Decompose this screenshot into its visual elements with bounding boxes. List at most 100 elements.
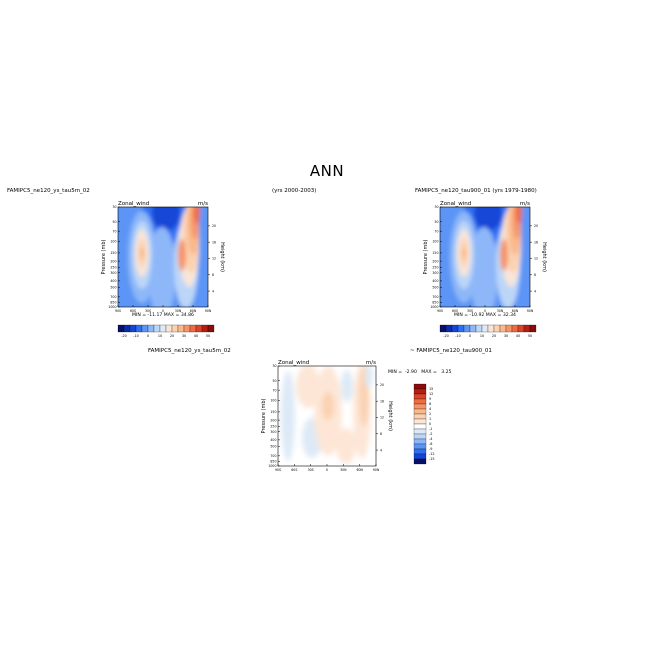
x-tick-label: 60S bbox=[130, 309, 136, 313]
colorbar-swatch bbox=[439, 324, 447, 333]
colorbar-swatch bbox=[475, 324, 483, 333]
y-axis-label: Pressure (mb) bbox=[423, 240, 429, 275]
colorbar-swatch bbox=[207, 324, 215, 333]
units-label: m/s bbox=[198, 201, 208, 207]
y-tick-label: 70 bbox=[434, 229, 438, 233]
y-tick-label: 400 bbox=[432, 279, 438, 283]
x-tick-label: 60N bbox=[356, 468, 363, 472]
colorbar-swatch bbox=[135, 324, 143, 333]
y2-tick-label: 4 bbox=[380, 448, 382, 452]
colorbar-swatch bbox=[153, 324, 161, 333]
y-tick-label: 30 bbox=[434, 205, 438, 209]
left-colorbar: -20-100102030405070 bbox=[117, 324, 215, 338]
colorbar-swatch bbox=[159, 324, 167, 333]
y-tick-label: 30 bbox=[112, 205, 116, 209]
colorbar-tick-label: 4 bbox=[429, 407, 431, 411]
y-tick-label: 50 bbox=[112, 220, 116, 224]
colorbar-tick-label: 50 bbox=[206, 334, 210, 338]
colorbar-swatch bbox=[413, 453, 427, 460]
y2-tick-label: 20 bbox=[212, 224, 216, 228]
y2-tick-label: 8 bbox=[534, 273, 536, 277]
colorbar-swatch bbox=[141, 324, 149, 333]
colorbar-tick-label: 10 bbox=[480, 334, 484, 338]
colorbar-tick-label: -10 bbox=[455, 334, 461, 338]
colorbar-swatch bbox=[171, 324, 179, 333]
colorbar-swatch bbox=[413, 458, 427, 465]
y-tick-label: 400 bbox=[110, 279, 116, 283]
colorbar-swatch bbox=[165, 324, 173, 333]
right-zonal-wind-panel: Zonal_wind m/s 90S 60S 30S 0 30N 60N 90N 30 50 70 10… bbox=[423, 201, 547, 318]
panel-title: Zonal_wind bbox=[440, 201, 471, 207]
colorbar-swatch bbox=[463, 324, 471, 333]
y-tick-label: 300 bbox=[110, 271, 116, 275]
colorbar-swatch bbox=[413, 443, 427, 450]
y-tick-label: 100 bbox=[110, 240, 116, 244]
y-tick-label: 700 bbox=[270, 454, 276, 458]
colorbar-swatch bbox=[413, 433, 427, 440]
colorbar-tick-label: -10 bbox=[133, 334, 139, 338]
colorbar-swatch bbox=[413, 423, 427, 430]
colorbar-swatch bbox=[529, 324, 537, 333]
colorbar-tick-label: 6 bbox=[429, 402, 431, 406]
colorbar-swatch bbox=[413, 383, 427, 390]
colorbar-swatch bbox=[413, 388, 427, 395]
x-tick-label: 30S bbox=[308, 468, 314, 472]
colorbar-tick-label: 20 bbox=[170, 334, 174, 338]
y-tick-label: 150 bbox=[110, 251, 116, 255]
right-colorbar: -20-100102030405070 bbox=[439, 324, 537, 338]
diff-min-max-label: MIN = -2.90 MAX = 3.25 bbox=[388, 370, 452, 375]
colorbar-swatch bbox=[195, 324, 203, 333]
colorbar-tick-label: 0 bbox=[429, 422, 431, 426]
min-max-label: MIN = -10.92 MAX = 32.34 bbox=[454, 312, 516, 318]
colorbar-swatch bbox=[189, 324, 197, 333]
colorbar-swatch bbox=[413, 403, 427, 410]
colorbar-swatch bbox=[413, 398, 427, 405]
y-tick-label: 300 bbox=[270, 430, 276, 434]
y2-tick-label: 20 bbox=[534, 224, 538, 228]
colorbar-tick-label: 0 bbox=[147, 334, 149, 338]
x-tick-label: 30N bbox=[497, 309, 504, 313]
y2-tick-label: 12 bbox=[212, 257, 216, 261]
y-tick-label: 500 bbox=[432, 285, 438, 289]
colorbar-tick-label: 30 bbox=[182, 334, 186, 338]
colorbar-swatch bbox=[481, 324, 489, 333]
colorbar-swatch bbox=[413, 393, 427, 400]
y-tick-label: 300 bbox=[432, 271, 438, 275]
units-label: m/s bbox=[520, 201, 530, 207]
colorbar-tick-label: 12 bbox=[429, 392, 433, 396]
y-tick-label: 250 bbox=[110, 266, 116, 270]
y2-tick-label: 20 bbox=[380, 383, 384, 387]
page-title: ANN bbox=[309, 162, 345, 180]
x-tick-label: 0 bbox=[326, 468, 328, 472]
colorbar-tick-label: 50 bbox=[528, 334, 532, 338]
colorbar-swatch bbox=[469, 324, 477, 333]
colorbar-swatch bbox=[451, 324, 459, 333]
colorbar-swatch bbox=[177, 324, 185, 333]
y-tick-label: 1000 bbox=[268, 464, 276, 468]
colorbar-swatch bbox=[123, 324, 131, 333]
y-tick-label: 200 bbox=[432, 259, 438, 263]
y-tick-label: 100 bbox=[270, 399, 276, 403]
colorbar-swatch bbox=[183, 324, 191, 333]
left-zonal-wind-panel: Zonal_wind m/s 90S 60S 30S 0 30N 60N 90N 30 50 70 10… bbox=[101, 201, 225, 318]
y2-tick-label: 4 bbox=[534, 289, 536, 293]
y-axis-label: Pressure (mb) bbox=[261, 399, 267, 434]
colorbar-swatch bbox=[413, 408, 427, 415]
colorbar-tick-label: 2 bbox=[429, 412, 431, 416]
colorbar-tick-label: -2 bbox=[429, 432, 432, 436]
colorbar-swatch bbox=[147, 324, 155, 333]
y-tick-label: 400 bbox=[270, 438, 276, 442]
y-tick-label: 70 bbox=[112, 229, 116, 233]
y-tick-label: 150 bbox=[270, 410, 276, 414]
y2-tick-label: 16 bbox=[212, 240, 216, 244]
y-tick-label: 250 bbox=[270, 425, 276, 429]
panel-title: Zonal_wind bbox=[118, 201, 149, 207]
x-tick-label: 90N bbox=[205, 309, 212, 313]
y-tick-label: 200 bbox=[270, 418, 276, 422]
y-tick-label: 200 bbox=[110, 259, 116, 263]
colorbar-swatch bbox=[117, 324, 125, 333]
y-tick-label: 150 bbox=[432, 251, 438, 255]
left-years-label: (yrs 2000-2003) bbox=[272, 188, 317, 194]
y2-tick-label: 8 bbox=[212, 273, 214, 277]
